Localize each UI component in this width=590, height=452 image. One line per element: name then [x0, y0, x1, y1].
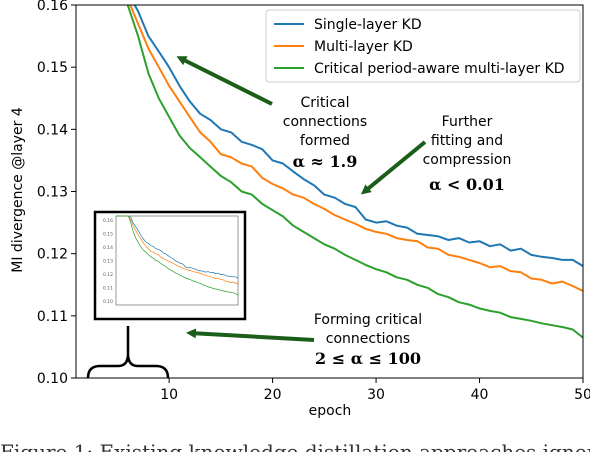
- annotation-further-arrow: [360, 140, 427, 195]
- x-tick-label: 50: [574, 387, 590, 403]
- inset-series-line-2: [116, 215, 239, 296]
- x-axis-label: epoch: [309, 403, 352, 419]
- y-axis-label: MI divergence @layer 4: [10, 107, 26, 273]
- annotation-critical-line2: connections: [283, 114, 367, 130]
- annotation-critical-math: α ≈ 1.9: [293, 152, 358, 171]
- y-tick-label: 0.12: [37, 247, 68, 263]
- annotation-further-line3: compression: [423, 152, 512, 168]
- y-tick-label: 0.13: [37, 185, 68, 201]
- inset-series-line-0: [116, 215, 239, 279]
- annotation-forming-arrow: [186, 328, 315, 342]
- x-tick-label: 20: [264, 387, 282, 403]
- y-tick-label: 0.14: [37, 122, 68, 138]
- annotation-further-line1: Further: [442, 114, 493, 130]
- annotation-critical-line1: Critical: [301, 95, 350, 111]
- legend-label-critical: Critical period-aware multi-layer KD: [314, 61, 565, 77]
- annotation-further-fitting: Further fitting and compression α < 0.01: [360, 114, 512, 195]
- legend: Single-layer KD Multi-layer KD Critical …: [265, 9, 581, 83]
- legend-label-multi: Multi-layer KD: [314, 39, 413, 55]
- annotation-critical-arrow: [176, 56, 273, 106]
- y-tick-label: 0.15: [37, 60, 68, 76]
- inset-y-tick-label: 0.13: [103, 259, 113, 265]
- chart: 0.100.110.120.130.140.150.16 10 20 30 40 50 …: [10, 0, 590, 419]
- figure-caption: Figure 1: Existing knowledge distillatio…: [0, 440, 590, 452]
- inset-y-tick-label: 0.16: [103, 218, 113, 224]
- series-line-0: [133, 5, 583, 267]
- annotation-critical-line3: formed: [300, 133, 350, 149]
- legend-box: [265, 9, 581, 83]
- annotation-further-line2: fitting and: [431, 133, 503, 149]
- inset-y-tick-label: 0.10: [103, 299, 113, 305]
- series-line-1: [129, 5, 583, 292]
- inset-series-line-1: [116, 215, 239, 285]
- inset-y-tick-label: 0.14: [103, 245, 113, 251]
- inset-y-ticks: 0.16 0.15 0.14 0.13 0.12 0.11 0.10: [103, 218, 113, 305]
- y-axis-ticks: 0.10 0.11 0.12 0.13 0.14 0.15 0.16: [37, 0, 76, 387]
- inset-series-layer: [116, 215, 239, 296]
- y-tick-label: 0.16: [37, 0, 68, 14]
- y-tick-label: 0.11: [37, 309, 68, 325]
- inset-thumbnail-plot: 0.16 0.15 0.14 0.13 0.12 0.11 0.10: [93, 210, 247, 321]
- annotation-forming-critical: Forming critical connections 2 ≤ α ≤ 100: [186, 312, 422, 368]
- annotation-forming-math: 2 ≤ α ≤ 100: [315, 349, 421, 368]
- inset-border: [93, 210, 247, 321]
- annotation-further-math: α < 0.01: [429, 175, 505, 194]
- inset-axes: [115, 215, 239, 306]
- curly-brace-icon: [86, 353, 170, 379]
- x-axis-ticks: 10 20 30 40 50: [160, 378, 590, 403]
- series-line-2: [126, 5, 583, 339]
- x-tick-label: 40: [471, 387, 489, 403]
- legend-label-single: Single-layer KD: [314, 17, 422, 33]
- y-tick-label: 0.10: [37, 371, 68, 387]
- annotation-critical-connections-formed: Critical connections formed α ≈ 1.9: [176, 56, 367, 171]
- x-tick-label: 10: [160, 387, 178, 403]
- x-tick-label: 30: [367, 387, 385, 403]
- inset-y-tick-label: 0.12: [103, 272, 113, 278]
- series-layer: [126, 5, 583, 339]
- annotation-forming-line1: Forming critical: [314, 312, 422, 328]
- inset-y-tick-label: 0.11: [103, 286, 113, 292]
- annotation-forming-line2: connections: [326, 331, 410, 347]
- inset-y-tick-label: 0.15: [103, 232, 113, 238]
